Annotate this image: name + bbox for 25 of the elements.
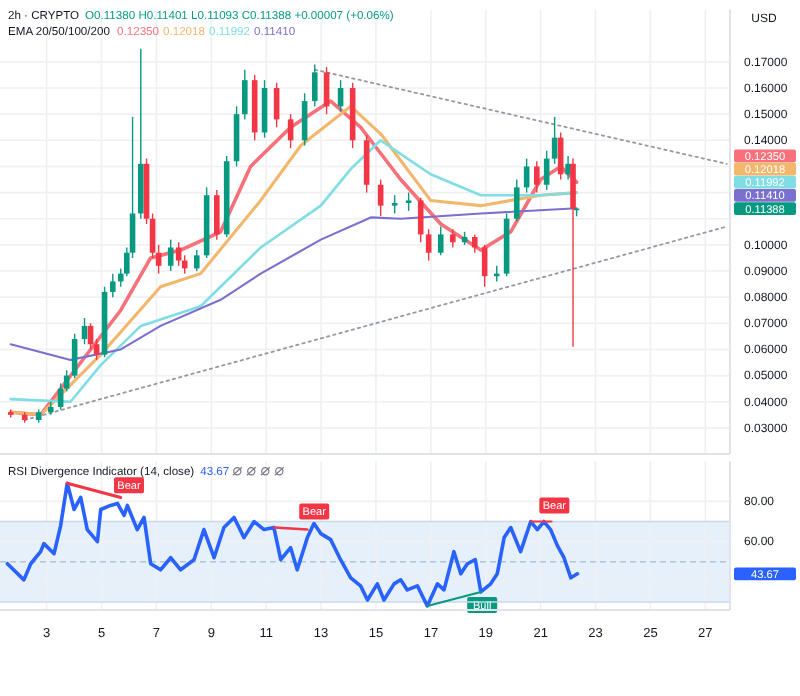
- candlestick: [71, 333, 78, 379]
- candlestick: [377, 178, 384, 217]
- candlestick: [471, 233, 478, 254]
- candlestick: [481, 244, 488, 288]
- candlestick: [513, 178, 520, 223]
- candlestick: [109, 272, 116, 298]
- candlestick: [311, 63, 318, 108]
- candlestick: [417, 197, 424, 243]
- candlestick: [242, 69, 248, 121]
- candlestick: [523, 157, 530, 194]
- candlestick: [450, 228, 456, 249]
- candlestick: [193, 249, 200, 272]
- candlestick: [391, 194, 398, 215]
- candlestick: [425, 228, 432, 262]
- candlestick: [534, 160, 540, 194]
- candlestick: [363, 134, 370, 194]
- line-series: [5, 481, 580, 608]
- candlestick: [437, 225, 444, 257]
- candlestick: [287, 113, 294, 149]
- candlestick: [551, 116, 558, 165]
- line-series: [9, 139, 578, 404]
- candlestick: [214, 189, 220, 241]
- candlestick: [405, 191, 412, 212]
- candlestick: [167, 238, 174, 272]
- candlestick: [175, 241, 182, 267]
